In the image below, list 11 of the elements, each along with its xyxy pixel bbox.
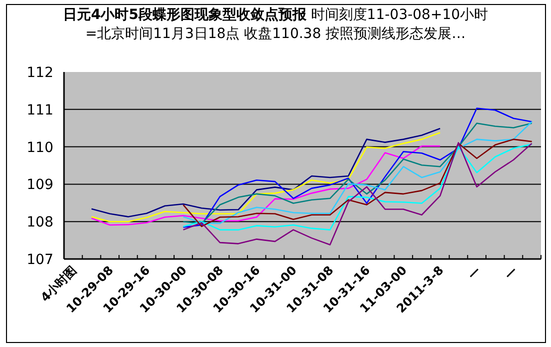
line-series (182, 142, 532, 246)
y-tick-label: 107 (26, 252, 54, 268)
y-tick-label: 108 (26, 214, 54, 231)
y-tick-label: 112 (26, 65, 54, 81)
x-tick-label: — (501, 263, 520, 282)
y-tick-label: 111 (26, 102, 54, 118)
x-tick-label: — (464, 263, 483, 282)
y-tick-label: 109 (26, 177, 54, 194)
line-series (90, 145, 441, 226)
chart-title: 日元4小时5段蝶形图现象型收敛点预报 时间刻度11-03-08+10小时=北京时间11月3日18点 收盘110.38 按照预测线形态发展… (62, 7, 488, 42)
y-tick-label: 110 (26, 140, 54, 156)
